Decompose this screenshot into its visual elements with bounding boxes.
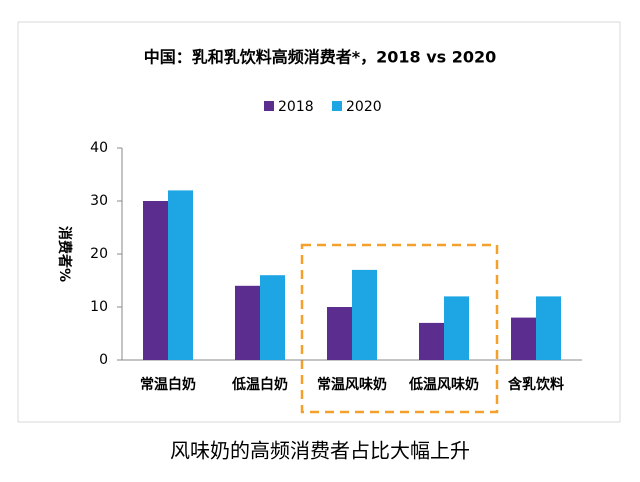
chart-title: 中国：乳和乳饮料高频消费者*，2018 vs 2020 bbox=[144, 48, 497, 67]
legend-swatch bbox=[264, 101, 274, 111]
chart-border bbox=[17, 21, 621, 423]
y-tick-label: 10 bbox=[90, 299, 108, 315]
bar bbox=[536, 296, 561, 360]
highlight-box bbox=[300, 243, 499, 414]
x-tick-label: 常温风味奶 bbox=[317, 376, 387, 393]
legend-label: 2018 bbox=[278, 99, 314, 115]
bar bbox=[168, 190, 193, 360]
bar bbox=[352, 269, 377, 360]
y-tick-label: 0 bbox=[99, 352, 108, 368]
caption: 风味奶的高频消费者占比大幅上升 bbox=[170, 439, 470, 463]
legend-swatch bbox=[332, 101, 342, 111]
bar bbox=[511, 317, 536, 360]
bar bbox=[260, 275, 285, 360]
x-tick-label: 低温风味奶 bbox=[408, 376, 479, 393]
legend-label: 2020 bbox=[346, 99, 382, 115]
x-tick-label: 常温白奶 bbox=[140, 376, 196, 393]
y-tick-label: 20 bbox=[90, 246, 108, 262]
x-tick-label: 低温白奶 bbox=[231, 376, 288, 393]
y-axis-label: 消费者% bbox=[56, 226, 73, 282]
bar bbox=[444, 296, 469, 360]
bar bbox=[419, 322, 444, 360]
bar bbox=[143, 201, 168, 360]
y-tick-label: 30 bbox=[90, 193, 108, 209]
bar bbox=[235, 285, 260, 360]
y-tick-label: 40 bbox=[90, 140, 108, 156]
bar bbox=[327, 307, 352, 360]
x-tick-label: 含乳饮料 bbox=[508, 376, 564, 393]
